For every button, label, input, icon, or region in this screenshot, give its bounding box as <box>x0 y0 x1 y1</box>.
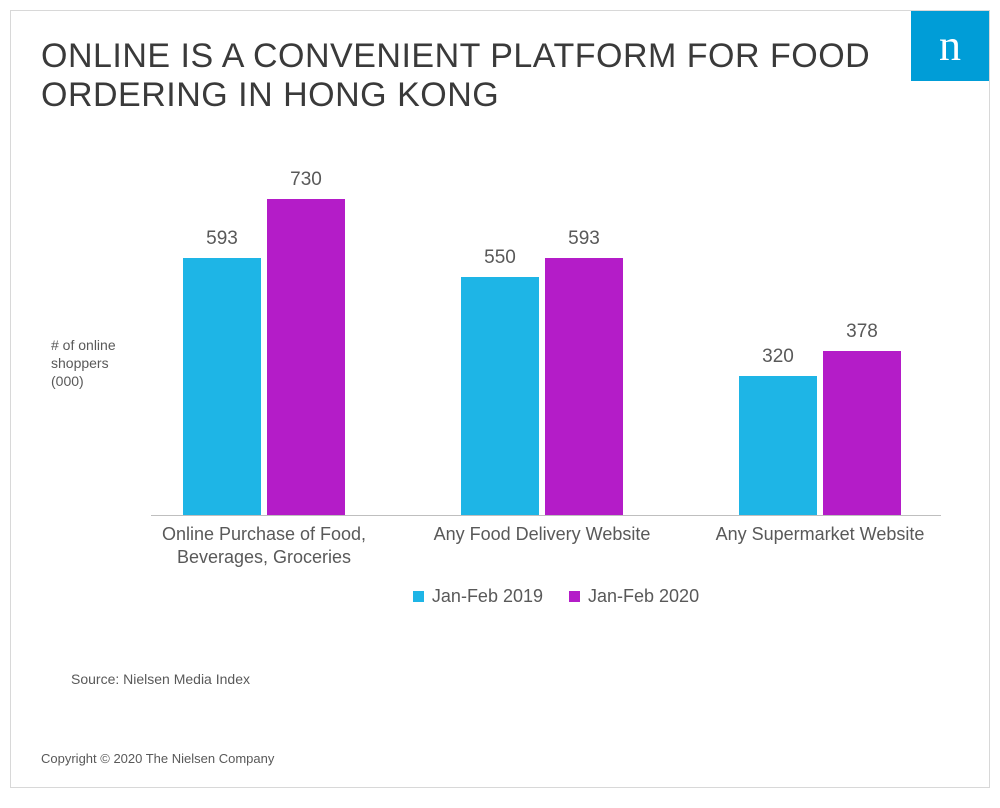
legend-label: Jan-Feb 2020 <box>588 586 699 607</box>
bar-value: 550 <box>461 247 539 269</box>
copyright-note: Copyright © 2020 The Nielsen Company <box>41 751 274 766</box>
legend-label: Jan-Feb 2019 <box>432 586 543 607</box>
plot-area: 593730550593320378 <box>151 161 941 516</box>
category-label: Online Purchase of Food, Beverages, Groc… <box>144 523 384 568</box>
bar: 593 <box>183 258 261 515</box>
bar-value: 378 <box>823 321 901 343</box>
legend: Jan-Feb 2019 Jan-Feb 2020 <box>166 586 946 607</box>
bar: 320 <box>739 376 817 515</box>
category-label: Any Supermarket Website <box>710 523 930 546</box>
y-axis-label: # of online shoppers (000) <box>51 336 141 391</box>
bar-value: 730 <box>267 169 345 191</box>
bar: 378 <box>823 351 901 515</box>
bar-group: 550593 <box>461 258 623 515</box>
legend-item: Jan-Feb 2020 <box>569 586 699 607</box>
bar-group: 593730 <box>183 199 345 515</box>
bar: 550 <box>461 277 539 515</box>
bar-value: 320 <box>739 346 817 368</box>
source-note: Source: Nielsen Media Index <box>71 671 250 687</box>
bar: 593 <box>545 258 623 515</box>
legend-swatch <box>569 591 580 602</box>
page-title: ONLINE IS A CONVENIENT PLATFORM FOR FOOD… <box>41 37 989 115</box>
chart-card: n ONLINE IS A CONVENIENT PLATFORM FOR FO… <box>10 10 990 788</box>
legend-swatch <box>413 591 424 602</box>
bar-group: 320378 <box>739 351 901 515</box>
bar-value: 593 <box>183 228 261 250</box>
bar-chart: # of online shoppers (000) 5937305505933… <box>51 161 951 591</box>
bar: 730 <box>267 199 345 515</box>
legend-item: Jan-Feb 2019 <box>413 586 543 607</box>
category-label: Any Food Delivery Website <box>427 523 657 546</box>
bar-value: 593 <box>545 228 623 250</box>
